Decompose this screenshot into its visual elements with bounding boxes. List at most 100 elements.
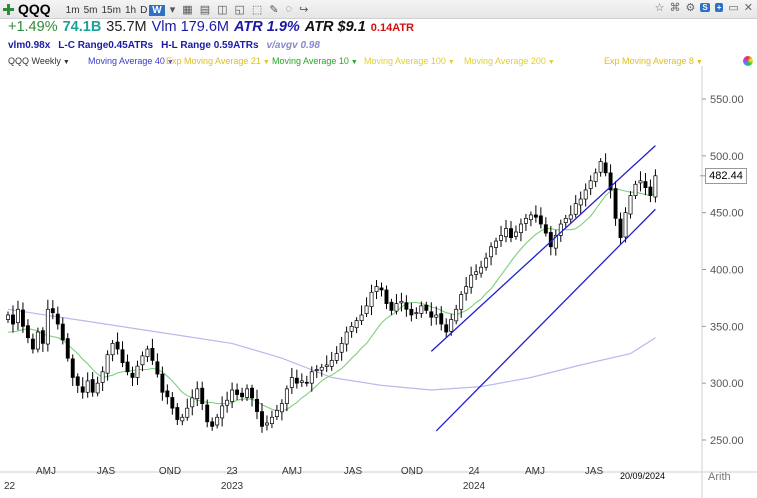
candle-body: [494, 240, 498, 248]
x-tick-label: AMJ: [525, 466, 545, 477]
chart-type-icon[interactable]: ▦: [182, 3, 193, 16]
stats2-item-0: vlm0.98x: [8, 40, 51, 51]
pencil-icon[interactable]: ✎: [269, 3, 279, 16]
candle-body: [50, 308, 55, 314]
chevron-down-icon[interactable]: ▼: [262, 59, 270, 66]
candle-body: [638, 180, 643, 184]
legend-label: Moving Average 40: [88, 56, 165, 66]
chevron-down-icon[interactable]: ▼: [166, 59, 174, 66]
candle-body: [464, 286, 469, 294]
add-symbol-icon[interactable]: [2, 3, 15, 16]
candle-body: [85, 380, 90, 393]
candle-body: [603, 162, 608, 174]
candle-body: [429, 311, 434, 318]
x-tick-label: AMJ: [36, 466, 56, 477]
candle-body: [533, 214, 538, 218]
legend-label: Exp Moving Average 21: [166, 56, 261, 66]
candle-body: [125, 361, 130, 373]
legend-item-3[interactable]: Moving Average 10 ▼: [272, 56, 358, 66]
timeframe-w[interactable]: W: [149, 5, 165, 16]
draw-tool-icon[interactable]: ◱: [234, 3, 245, 16]
candle-body: [523, 218, 528, 224]
legend-item-0[interactable]: QQQ Weekly ▼: [8, 56, 70, 66]
candle-body: [553, 235, 558, 249]
candle-body: [573, 203, 578, 215]
candle-body: [444, 324, 449, 333]
chat-icon[interactable]: ◌: [285, 3, 293, 15]
timeframe-15m[interactable]: 15m: [101, 5, 121, 16]
x-year-label: 2024: [463, 481, 486, 492]
candle-body: [354, 320, 359, 329]
legend-item-1[interactable]: Moving Average 40 ▼: [88, 56, 174, 66]
stats1-item-6: 0.14ATR: [370, 22, 414, 34]
candle-body: [155, 361, 160, 375]
timeframe-5m[interactable]: 5m: [83, 5, 98, 16]
candle-body: [6, 314, 10, 320]
candle-body: [374, 286, 379, 292]
symbol-name[interactable]: QQQ: [18, 1, 51, 17]
chevron-down-icon[interactable]: ▼: [695, 59, 703, 66]
candle-body: [419, 305, 424, 314]
candle-body: [479, 266, 484, 274]
legend-item-5[interactable]: Moving Average 200 ▼: [464, 56, 555, 66]
candle-body: [434, 314, 439, 318]
candle-body: [369, 291, 374, 307]
stats-icon[interactable]: ⌘: [669, 2, 681, 14]
palette-icon[interactable]: [743, 56, 753, 66]
timeframe-1m[interactable]: 1m: [65, 5, 80, 16]
candle-body: [205, 404, 210, 423]
candle-body: [384, 289, 389, 304]
maximize-icon[interactable]: ▭: [728, 2, 739, 14]
legend-item-2[interactable]: Exp Moving Average 21 ▼: [166, 56, 270, 66]
chevron-down-icon[interactable]: ▼: [547, 59, 555, 66]
y-tick-label: 500.00: [710, 151, 744, 163]
candle-body: [424, 304, 429, 311]
star-icon[interactable]: ☆: [654, 2, 665, 14]
plus-badge-icon[interactable]: +: [714, 3, 724, 12]
chevron-down-icon[interactable]: ▾: [169, 3, 176, 16]
candle-body: [598, 161, 603, 173]
timeframe-1h[interactable]: 1h: [124, 5, 137, 16]
candle-body: [185, 407, 190, 418]
scale-mode-toggle[interactable]: Arith: [708, 471, 731, 483]
candle-body: [160, 373, 165, 393]
chevron-down-icon[interactable]: ▼: [62, 59, 70, 66]
legend-item-6[interactable]: Exp Moving Average 8 ▼: [604, 56, 703, 66]
candle-body: [558, 223, 563, 236]
stats-line-primary: +1.49% 74.1B 35.7M Vlm 179.6M ATR 1.9% ATR $9…: [8, 19, 419, 35]
candle-body: [289, 377, 294, 388]
channel-lower-line: [435, 208, 656, 432]
candle-body: [245, 388, 249, 398]
candle-body: [314, 369, 319, 371]
chevron-down-icon[interactable]: ▼: [350, 59, 358, 66]
x-tick-label: JAS: [97, 466, 116, 477]
stats1-item-1: 74.1B: [62, 19, 102, 35]
candle-body: [509, 228, 513, 239]
chevron-down-icon[interactable]: ▼: [447, 59, 455, 66]
candle-body: [324, 364, 329, 367]
s-badge-icon[interactable]: S: [700, 3, 710, 12]
candle-body: [165, 390, 170, 398]
price-chart[interactable]: 550.00 500.00 450.00 400.00 350.00 300.00 250.…: [0, 66, 757, 498]
legend-label: Moving Average 10: [272, 56, 349, 66]
share-icon[interactable]: ↪: [299, 3, 309, 16]
candle-body: [20, 309, 25, 327]
settings-icon[interactable]: ⚙: [685, 2, 696, 14]
grid-icon[interactable]: ▤: [199, 3, 211, 16]
close-icon[interactable]: ✕: [743, 2, 753, 14]
template-icon[interactable]: ⬚: [251, 3, 263, 16]
stats1-item-2: 35.7M: [106, 19, 147, 35]
legend-item-4[interactable]: Moving Average 100 ▼: [364, 56, 455, 66]
candle-body: [60, 323, 65, 341]
stats2-item-3: v/avgv 0.98: [266, 40, 320, 51]
candle-body: [414, 312, 419, 315]
x-year-label: 2023: [221, 481, 244, 492]
stats1-item-3: Vlm 179.6M: [151, 19, 229, 35]
timeframe-d[interactable]: D: [140, 5, 148, 16]
candle-body: [255, 398, 259, 412]
candle-body: [35, 331, 40, 350]
y-tick-label: 350.00: [710, 321, 744, 333]
candle-body: [240, 392, 245, 398]
indicator-icon[interactable]: ◫: [217, 3, 228, 16]
candle-body: [514, 231, 518, 237]
